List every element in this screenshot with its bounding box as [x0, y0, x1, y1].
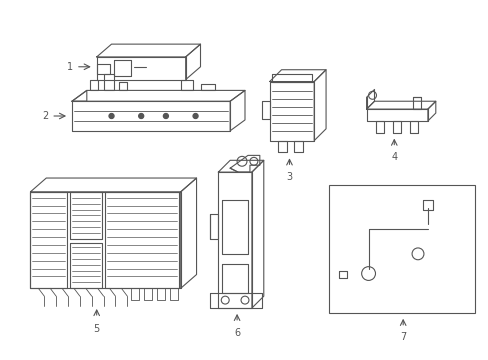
Text: 1: 1	[67, 62, 73, 72]
Circle shape	[109, 113, 114, 118]
Bar	[328, 185, 474, 313]
Text: 3: 3	[286, 172, 292, 182]
Text: 6: 6	[234, 328, 240, 338]
Text: 5: 5	[93, 324, 100, 334]
Text: 2: 2	[42, 111, 48, 121]
Circle shape	[139, 113, 143, 118]
Text: 4: 4	[390, 152, 397, 162]
Text: 7: 7	[399, 332, 406, 342]
Circle shape	[193, 113, 198, 118]
Circle shape	[163, 113, 168, 118]
